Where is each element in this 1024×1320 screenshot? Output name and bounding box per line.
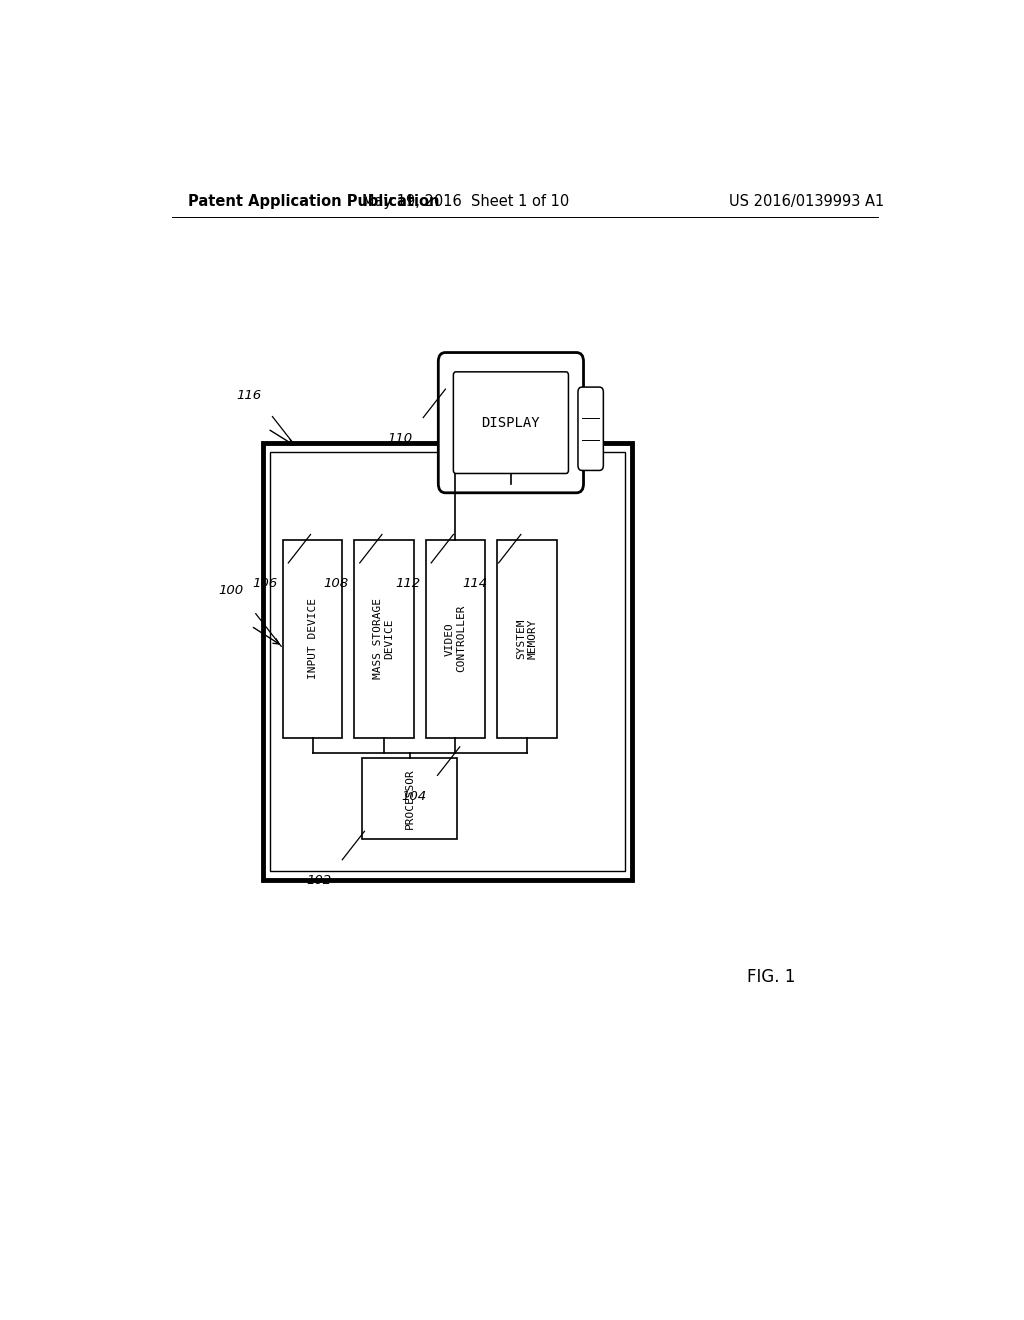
Text: 114: 114	[463, 577, 487, 590]
Text: 116: 116	[237, 389, 261, 403]
Text: 106: 106	[252, 577, 278, 590]
Text: DISPLAY: DISPLAY	[481, 416, 541, 430]
FancyBboxPatch shape	[578, 387, 603, 470]
Text: FIG. 1: FIG. 1	[746, 968, 795, 986]
Text: VIDEO
CONTROLLER: VIDEO CONTROLLER	[444, 605, 466, 672]
Text: MASS STORAGE
DEVICE: MASS STORAGE DEVICE	[373, 598, 394, 680]
Text: May 19, 2016  Sheet 1 of 10: May 19, 2016 Sheet 1 of 10	[361, 194, 569, 209]
Bar	[354, 540, 414, 738]
Text: 104: 104	[401, 789, 426, 803]
Text: PROCESSOR: PROCESSOR	[404, 768, 415, 829]
Text: US 2016/0139993 A1: US 2016/0139993 A1	[729, 194, 884, 209]
Text: Patent Application Publication: Patent Application Publication	[187, 194, 439, 209]
Text: SYSTEM
MEMORY: SYSTEM MEMORY	[516, 618, 538, 659]
Bar	[283, 540, 342, 738]
Bar	[263, 444, 632, 880]
Text: 108: 108	[324, 577, 348, 590]
Bar	[362, 758, 458, 840]
Text: 100: 100	[218, 585, 243, 598]
Text: 112: 112	[395, 577, 420, 590]
Bar	[426, 540, 485, 738]
Text: 102: 102	[306, 874, 331, 887]
Bar	[497, 540, 557, 738]
Text: 110: 110	[387, 432, 412, 445]
Bar	[270, 453, 625, 871]
Text: INPUT DEVICE: INPUT DEVICE	[307, 598, 317, 680]
FancyBboxPatch shape	[454, 372, 568, 474]
FancyBboxPatch shape	[438, 352, 584, 492]
